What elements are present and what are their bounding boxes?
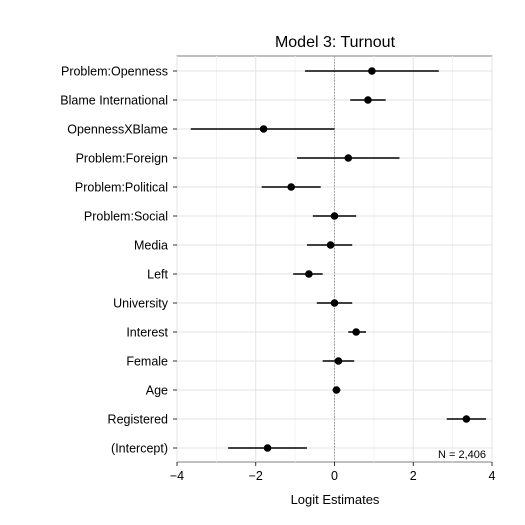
- x-axis-label: Logit Estimates: [291, 492, 380, 507]
- point-estimate: [263, 444, 272, 452]
- y-axis-labels: Problem:Openness Blame International Openn…: [60, 65, 177, 456]
- point-estimate: [287, 183, 295, 191]
- point-estimate: [462, 415, 471, 423]
- point-estimate: [330, 299, 339, 307]
- x-axis: −4 −2 0 2 4: [170, 462, 496, 483]
- y-tick-label: OpennessXBlame: [67, 123, 168, 137]
- sample-size-annotation: N = 2,406: [438, 449, 486, 461]
- chart-title: Model 3: Turnout: [275, 34, 396, 51]
- y-tick-label: Registered: [108, 413, 168, 427]
- y-tick-label: Age: [146, 384, 168, 398]
- point-estimate: [330, 212, 339, 220]
- point-estimate: [352, 328, 360, 336]
- point-estimate: [305, 270, 313, 278]
- y-tick-label: Interest: [126, 326, 168, 340]
- point-estimate: [334, 357, 343, 365]
- x-tick-label: 2: [410, 469, 417, 483]
- point-estimate: [368, 67, 376, 75]
- point-estimate: [259, 125, 268, 133]
- chart-marks: [190, 67, 487, 452]
- point-estimate: [344, 154, 353, 162]
- y-tick-label: Problem:Openness: [61, 65, 168, 79]
- y-tick-label: Problem:Political: [75, 181, 168, 195]
- y-tick-label: Left: [147, 268, 168, 282]
- x-tick-label: 4: [489, 469, 496, 483]
- point-estimate: [326, 241, 335, 249]
- y-tick-label: University: [113, 297, 169, 311]
- point-estimate: [332, 386, 341, 394]
- x-tick-label: −2: [249, 469, 263, 483]
- x-tick-label: −4: [170, 469, 184, 483]
- y-tick-label: Blame International: [60, 94, 168, 108]
- y-tick-label: Problem:Social: [84, 210, 168, 224]
- y-tick-label: Media: [134, 239, 168, 253]
- y-tick-label: (Intercept): [111, 442, 168, 456]
- y-tick-label: Female: [126, 355, 168, 369]
- y-tick-label: Problem:Foreign: [76, 152, 168, 166]
- point-estimate: [364, 96, 372, 104]
- x-tick-label: 0: [331, 469, 338, 483]
